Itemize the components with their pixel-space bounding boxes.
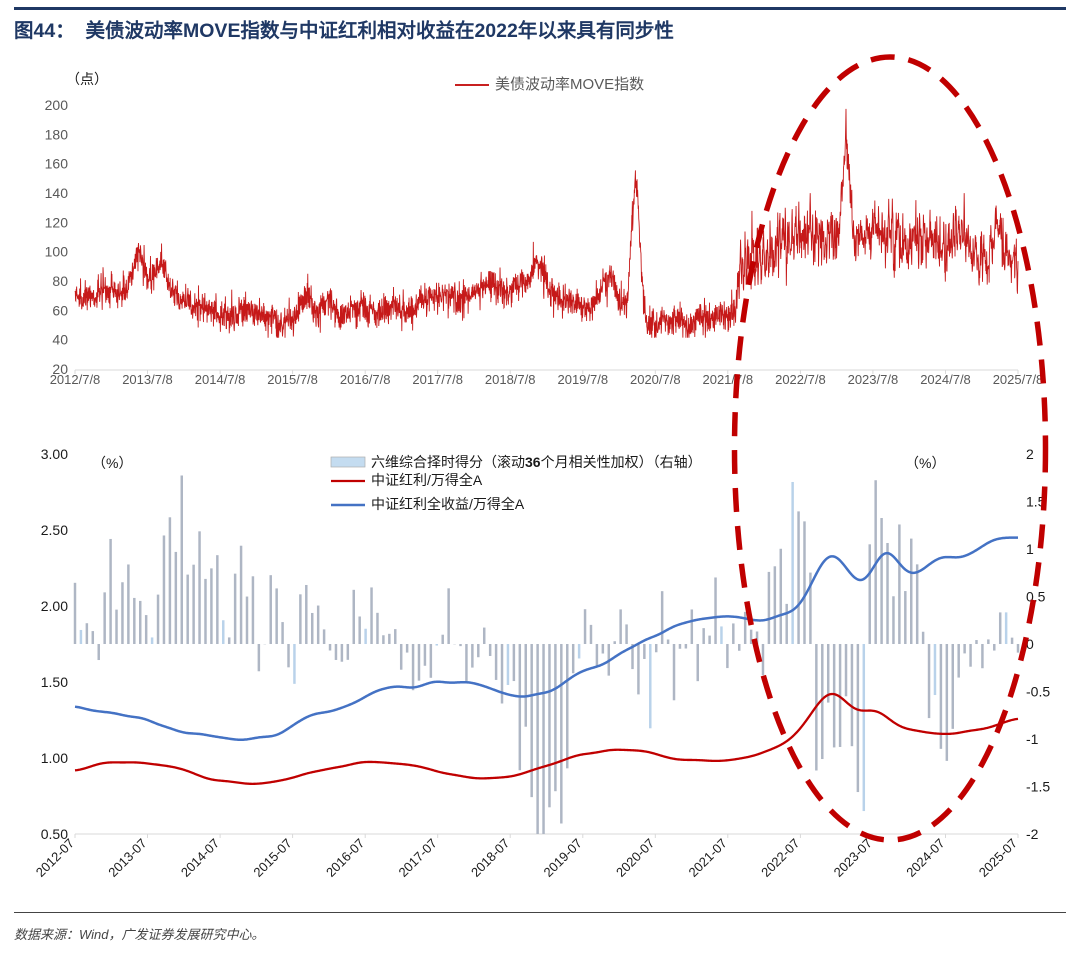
svg-text:2023/7/8: 2023/7/8 — [848, 372, 899, 387]
svg-text:2022/7/8: 2022/7/8 — [775, 372, 826, 387]
svg-text:-2: -2 — [1026, 826, 1039, 842]
svg-text:2017/7/8: 2017/7/8 — [412, 372, 463, 387]
svg-text:2025-07: 2025-07 — [976, 836, 1020, 880]
svg-text:六维综合择时得分（滚动36个月相关性加权）（右轴）: 六维综合择时得分（滚动36个月相关性加权）（右轴） — [371, 454, 702, 470]
svg-text:（点）: （点） — [66, 71, 108, 87]
svg-text:2: 2 — [1026, 446, 1034, 462]
svg-text:2013-07: 2013-07 — [105, 836, 149, 880]
svg-text:2019/7/8: 2019/7/8 — [557, 372, 608, 387]
svg-text:60: 60 — [52, 302, 68, 318]
svg-text:140: 140 — [45, 185, 69, 201]
svg-text:中证红利/万得全A: 中证红利/万得全A — [371, 472, 483, 488]
svg-text:2014-07: 2014-07 — [178, 836, 222, 880]
svg-text:2015/7/8: 2015/7/8 — [267, 372, 318, 387]
svg-text:160: 160 — [45, 156, 69, 172]
svg-text:2020-07: 2020-07 — [613, 836, 657, 880]
svg-text:2013/7/8: 2013/7/8 — [122, 372, 173, 387]
svg-text:-0.5: -0.5 — [1026, 684, 1050, 700]
svg-text:2019-07: 2019-07 — [541, 836, 585, 880]
svg-text:1.00: 1.00 — [41, 750, 68, 766]
svg-text:2023-07: 2023-07 — [831, 836, 875, 880]
svg-text:美债波动率MOVE指数: 美债波动率MOVE指数 — [495, 76, 644, 93]
svg-text:2.00: 2.00 — [41, 598, 68, 614]
svg-text:中证红利全收益/万得全A: 中证红利全收益/万得全A — [371, 496, 525, 512]
svg-text:（%）: （%） — [905, 455, 945, 471]
svg-text:0.5: 0.5 — [1026, 589, 1046, 605]
svg-text:2021/7/8: 2021/7/8 — [702, 372, 753, 387]
svg-text:2022-07: 2022-07 — [758, 836, 802, 880]
svg-text:100: 100 — [45, 244, 69, 260]
svg-text:2021-07: 2021-07 — [686, 836, 730, 880]
svg-text:2017-07: 2017-07 — [395, 836, 439, 880]
svg-text:（%）: （%） — [92, 455, 132, 471]
svg-text:-1: -1 — [1026, 731, 1039, 747]
svg-text:2.50: 2.50 — [41, 522, 68, 538]
svg-text:2018-07: 2018-07 — [468, 836, 512, 880]
svg-text:2024/7/8: 2024/7/8 — [920, 372, 971, 387]
svg-text:80: 80 — [52, 273, 68, 289]
svg-text:40: 40 — [52, 332, 68, 348]
svg-text:2020/7/8: 2020/7/8 — [630, 372, 681, 387]
svg-text:1: 1 — [1026, 541, 1034, 557]
svg-text:200: 200 — [45, 97, 69, 113]
svg-text:2016-07: 2016-07 — [323, 836, 367, 880]
svg-text:2012/7/8: 2012/7/8 — [50, 372, 101, 387]
svg-text:180: 180 — [45, 126, 69, 142]
svg-text:-1.5: -1.5 — [1026, 779, 1050, 795]
svg-text:2014/7/8: 2014/7/8 — [195, 372, 246, 387]
svg-text:2015-07: 2015-07 — [250, 836, 294, 880]
svg-text:2025/7/8: 2025/7/8 — [993, 372, 1044, 387]
svg-text:3.00: 3.00 — [41, 446, 68, 462]
svg-text:2016/7/8: 2016/7/8 — [340, 372, 391, 387]
svg-text:2018/7/8: 2018/7/8 — [485, 372, 536, 387]
svg-text:120: 120 — [45, 214, 69, 230]
svg-text:2024-07: 2024-07 — [903, 836, 947, 880]
svg-text:2012-07: 2012-07 — [33, 836, 77, 880]
svg-text:1.50: 1.50 — [41, 674, 68, 690]
